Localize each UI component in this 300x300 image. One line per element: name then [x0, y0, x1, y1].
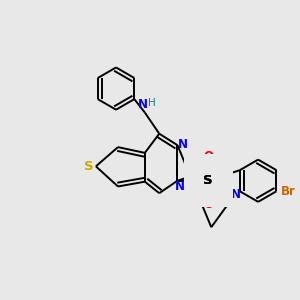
- Text: H: H: [148, 98, 155, 108]
- Text: O: O: [203, 150, 213, 163]
- Text: O: O: [203, 198, 213, 211]
- Text: N: N: [211, 166, 221, 179]
- Text: N: N: [138, 98, 148, 111]
- Text: N: N: [178, 138, 188, 151]
- Text: S: S: [203, 174, 213, 187]
- Text: S: S: [203, 174, 213, 187]
- Text: N: N: [176, 180, 185, 193]
- Text: Br: Br: [281, 185, 296, 198]
- Text: S: S: [203, 174, 213, 187]
- Text: S: S: [84, 160, 94, 173]
- Text: N: N: [231, 188, 241, 201]
